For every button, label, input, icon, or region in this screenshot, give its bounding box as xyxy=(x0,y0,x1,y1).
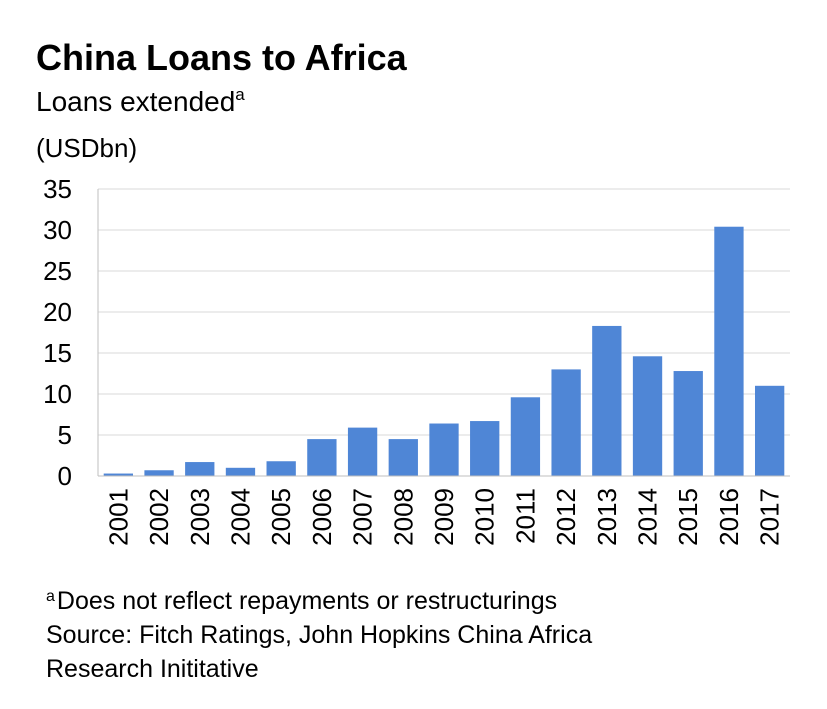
unit-label: (USDbn) xyxy=(36,133,138,163)
bar xyxy=(225,467,256,476)
footnote: aDoes not reflect repayments or restruct… xyxy=(46,580,592,686)
bar xyxy=(347,427,378,476)
bar xyxy=(388,439,418,476)
y-axis: 0 5 10 15 20 25 30 35 xyxy=(43,174,99,491)
y-tick-label: 0 xyxy=(58,461,72,491)
y-tick-label: 35 xyxy=(43,174,72,204)
bar xyxy=(144,470,174,476)
x-tick-label: 2011 xyxy=(510,488,540,544)
x-tick-label: 2008 xyxy=(388,488,418,546)
x-tick-label: 2001 xyxy=(103,488,133,546)
bar xyxy=(266,461,296,476)
footnote-marker: a xyxy=(46,588,55,605)
footnote-text: Does not reflect repayments or restructu… xyxy=(56,587,558,615)
bars xyxy=(103,226,785,476)
x-tick-label: 2010 xyxy=(470,488,500,546)
x-axis: 2001 2002 2003 2004 2005 2006 2007 2008 2009 2010… xyxy=(98,475,790,546)
bar xyxy=(551,369,581,476)
x-tick-label: 2004 xyxy=(225,488,255,546)
y-tick-label: 25 xyxy=(43,256,72,286)
subtitle-footnote-marker: a xyxy=(235,85,245,104)
bar xyxy=(510,397,541,476)
chart-subtitle: Loans extendeda xyxy=(36,86,245,116)
x-tick-label: 2015 xyxy=(673,488,703,546)
y-tick-label: 20 xyxy=(43,297,72,327)
x-tick-label: 2005 xyxy=(266,488,296,546)
bar xyxy=(592,325,622,476)
x-tick-label: 2003 xyxy=(185,488,215,546)
x-tick-label: 2012 xyxy=(551,488,581,546)
footnote-line: aDoes not reflect repayments or restruct… xyxy=(46,580,592,618)
subtitle-text: Loans extended xyxy=(36,86,236,117)
y-tick-label: 10 xyxy=(43,379,72,409)
x-tick-label: 2002 xyxy=(144,488,174,546)
bar xyxy=(185,462,215,476)
x-tick-label: 2016 xyxy=(714,488,744,546)
bar xyxy=(103,473,134,476)
bar xyxy=(632,356,663,476)
bar xyxy=(429,423,459,476)
x-tick-label: 2007 xyxy=(348,488,378,546)
bar xyxy=(714,226,744,476)
x-tick-label: 2014 xyxy=(633,488,663,546)
x-tick-label: 2013 xyxy=(592,488,622,546)
source-line-1: Source: Fitch Ratings, John Hopkins Chin… xyxy=(46,621,593,649)
x-tick-label: 2006 xyxy=(307,488,337,546)
y-tick-label: 5 xyxy=(58,420,72,450)
chart-title: China Loans to Africa xyxy=(36,37,407,78)
x-tick-label: 2009 xyxy=(429,488,459,546)
source-line-2: Research Inititative xyxy=(46,655,259,683)
bar xyxy=(307,439,337,476)
bar xyxy=(673,371,703,476)
x-tick-label: 2017 xyxy=(755,488,785,546)
y-tick-label: 15 xyxy=(43,338,72,368)
bar xyxy=(470,421,500,476)
y-tick-label: 30 xyxy=(43,215,72,245)
bar xyxy=(754,385,785,476)
